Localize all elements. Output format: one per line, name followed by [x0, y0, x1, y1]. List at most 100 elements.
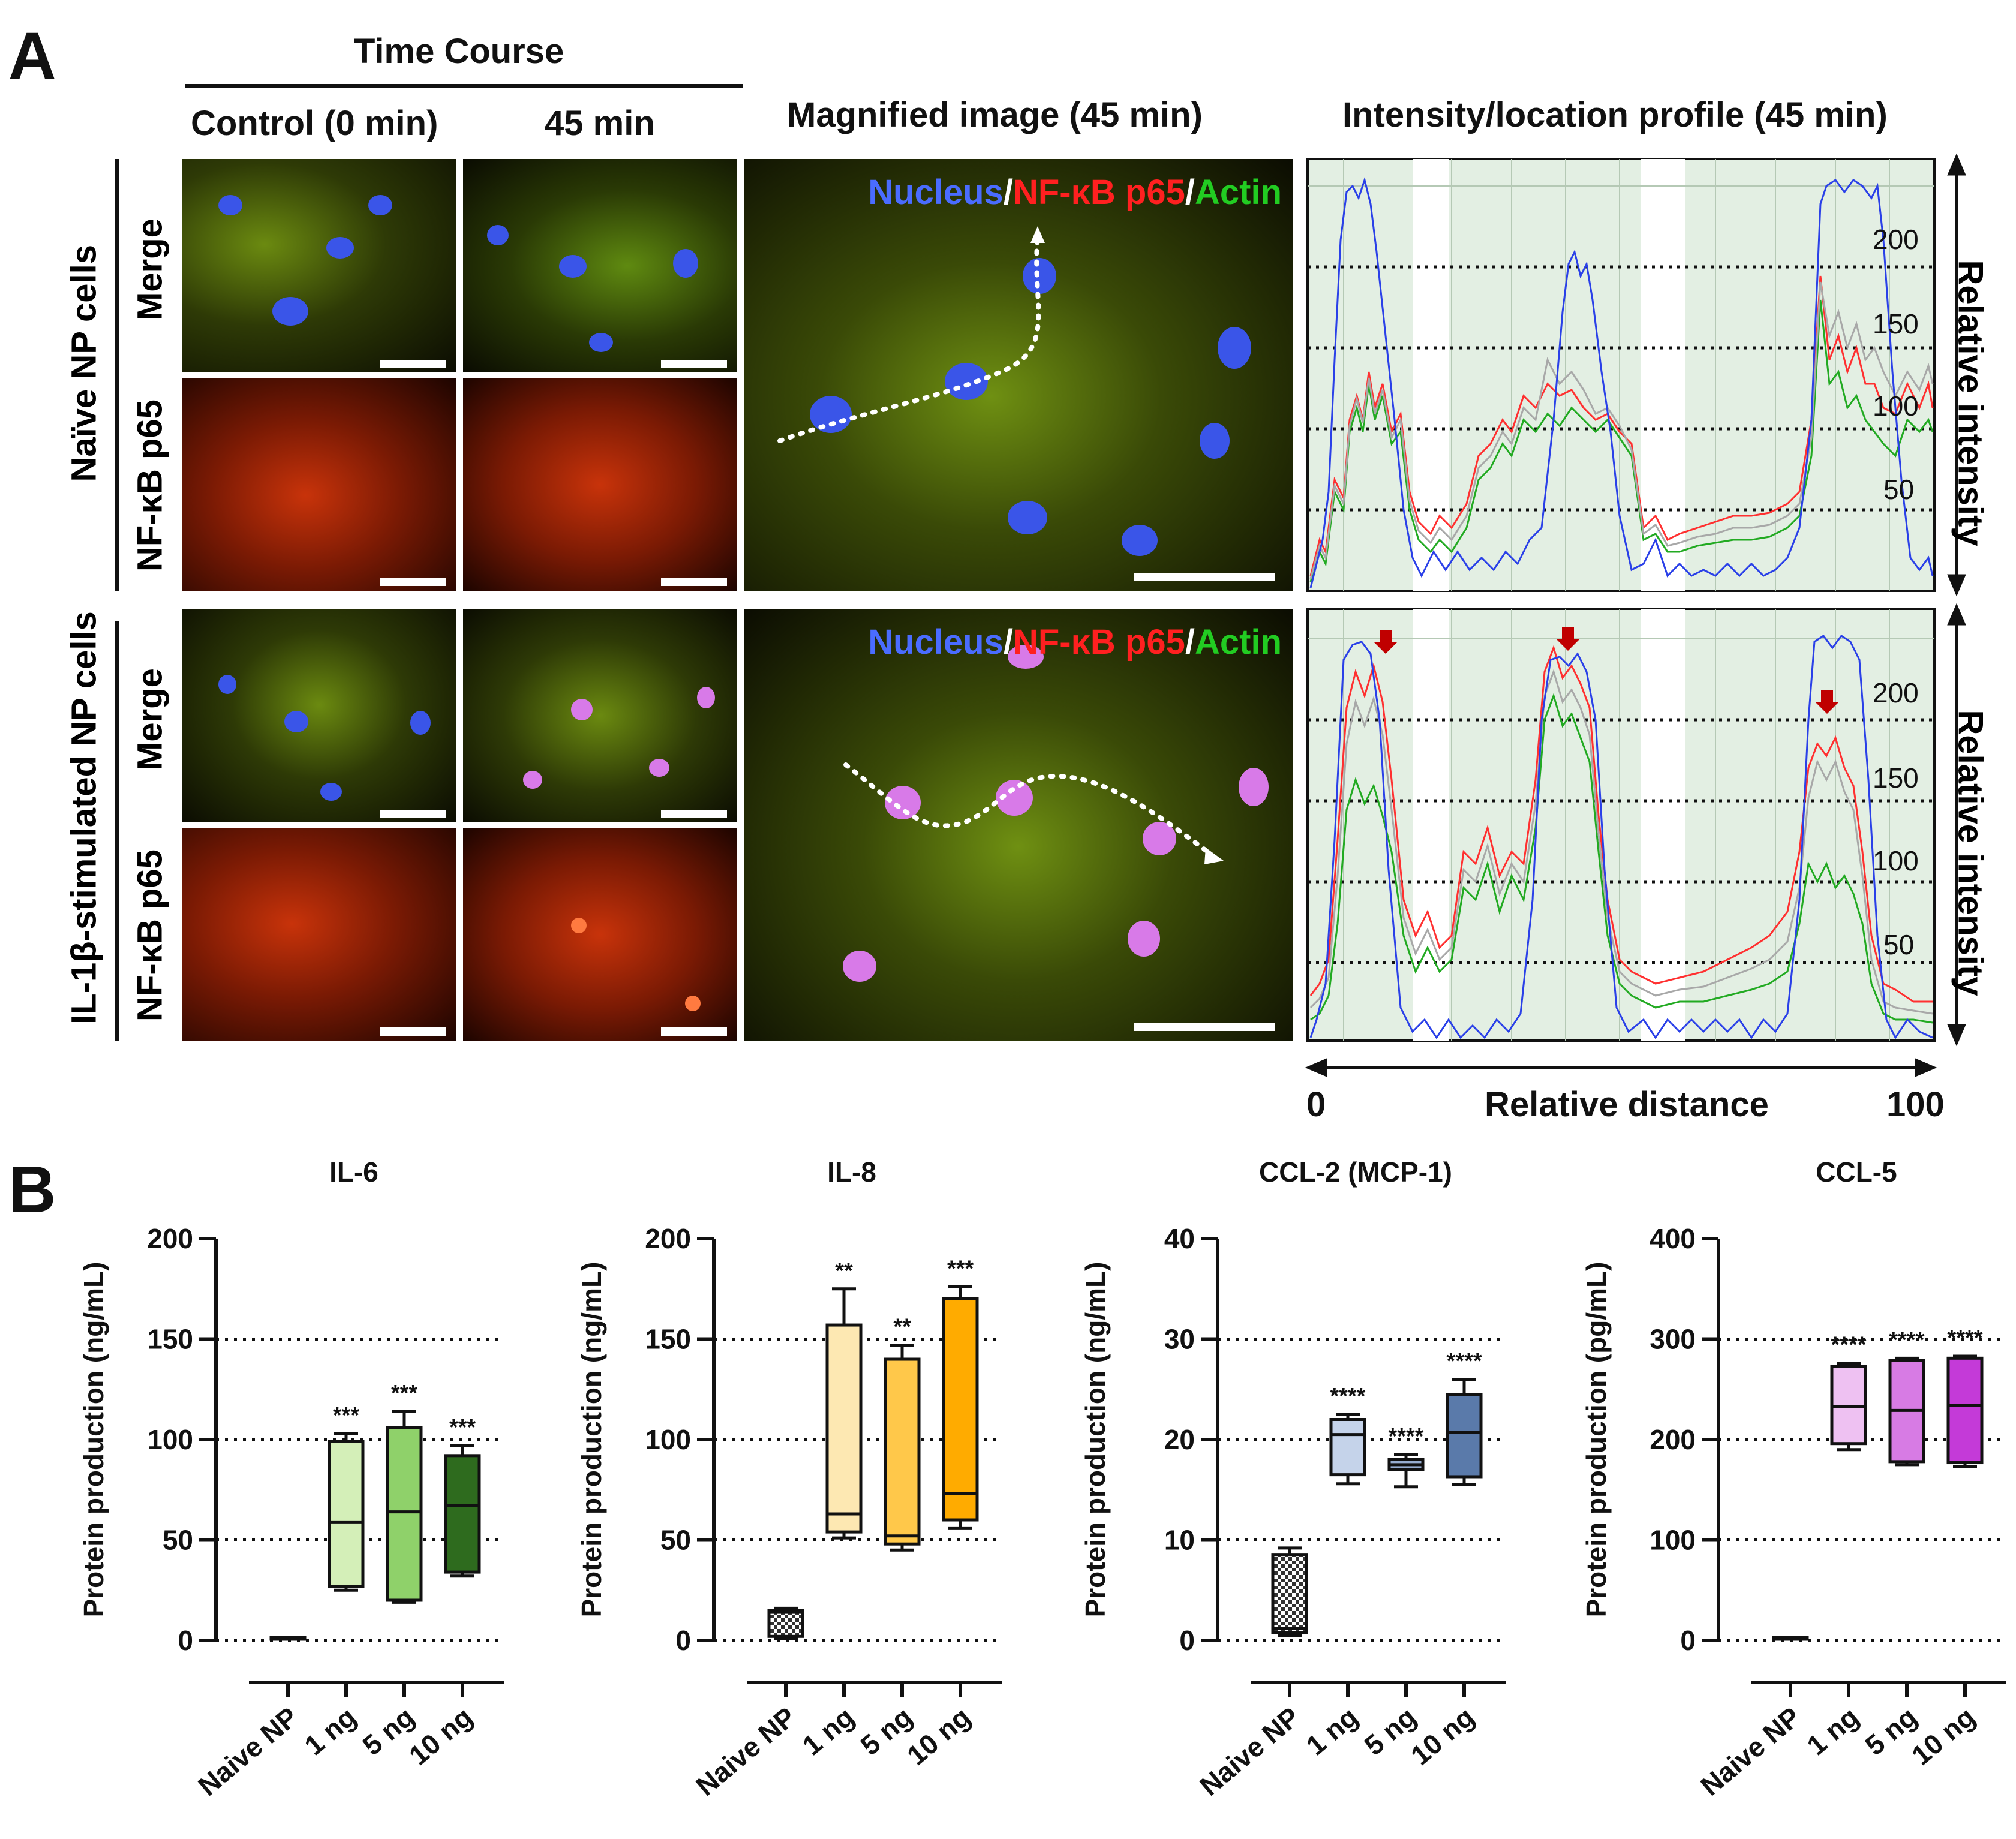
chart-ylabel: Protein production (ng/mL): [576, 1262, 607, 1618]
x-tick-label: Naive NP: [1694, 1701, 1806, 1802]
y-tick-label: 10: [1164, 1525, 1195, 1556]
nucleus: [1023, 258, 1056, 294]
nucleus: [673, 249, 698, 278]
y-tick-label: 0: [1179, 1625, 1195, 1656]
nucleus: [523, 771, 542, 789]
y-tick-label: 20: [1164, 1424, 1195, 1455]
micrograph-il1b-merge-control: [182, 609, 456, 822]
significance-label: **: [835, 1258, 853, 1284]
profile-x0: 0: [1306, 1085, 1326, 1124]
nucleus: [649, 759, 669, 777]
nucleus: [885, 786, 921, 819]
y-tick-label: 200: [645, 1223, 691, 1254]
scale-bar: [380, 360, 446, 368]
channel-legend: Nucleus/NF-κB p65/Actin: [868, 622, 1282, 662]
nucleus: [410, 711, 431, 735]
profile-path-arrow: [843, 762, 1224, 864]
chart-ylabel: Protein production (ng/mL): [78, 1262, 109, 1618]
scale-bar: [1134, 1023, 1275, 1031]
profile-tick: 150: [1873, 762, 1919, 794]
x-tick-label: 10 ng: [403, 1701, 478, 1771]
box: [825, 1323, 863, 1534]
x-tick-label: 10 ng: [1906, 1701, 1981, 1771]
box: [942, 1297, 979, 1522]
chart-title: IL-6: [329, 1156, 378, 1188]
profile-xlabel: Relative distance: [1485, 1085, 1769, 1124]
profile-ylabel-naive: Relative intensity: [1951, 260, 1990, 546]
channel-legend: Nucleus/NF-κB p65/Actin: [868, 172, 1282, 212]
nucleus: [571, 699, 593, 720]
micrograph-naive-nfkb-45min: [463, 378, 737, 591]
nucleus: [368, 195, 392, 215]
significance-label: **: [893, 1315, 911, 1340]
nucleus: [218, 195, 242, 215]
nucleus: [697, 687, 715, 708]
scale-bar: [661, 810, 727, 818]
legend-nucleus: Nucleus: [868, 623, 1004, 662]
micrograph-il1b-nfkb-control: [182, 828, 456, 1041]
x-tick-label: 1 ng: [1801, 1701, 1865, 1762]
box: [884, 1357, 921, 1546]
y-tick-label: 150: [645, 1324, 691, 1355]
column-header-45min: 45 min: [545, 104, 655, 143]
box: [1271, 1553, 1308, 1634]
y-tick-label: 300: [1650, 1324, 1696, 1355]
x-tick-label: Naive NP: [192, 1701, 304, 1802]
micrograph-il1b-magnified: Nucleus/NF-κB p65/Actin: [744, 609, 1293, 1041]
legend-slash: /: [1003, 623, 1013, 662]
time-course-header: Time Course: [354, 32, 564, 71]
column-header-control: Control (0 min): [191, 104, 438, 143]
legend-slash: /: [1185, 623, 1195, 662]
scale-bar: [1134, 573, 1275, 581]
nucleus: [1008, 645, 1044, 669]
nucleus: [589, 333, 613, 352]
box: [1446, 1393, 1483, 1479]
profile-il1b: [1306, 608, 1936, 1042]
profile-tick: 200: [1873, 677, 1919, 708]
y-tick-label: 200: [147, 1223, 193, 1254]
micrograph-naive-magnified: Nucleus/NF-κB p65/Actin: [744, 159, 1293, 591]
y-tick-label: 50: [660, 1525, 691, 1556]
significance-label: ****: [1947, 1326, 1982, 1351]
y-tick-label: 400: [1650, 1223, 1696, 1254]
profile-ylabel-il1b: Relative intensity: [1951, 710, 1990, 996]
profile-tick: 150: [1873, 308, 1919, 339]
chart-title: CCL-2 (MCP-1): [1259, 1156, 1452, 1188]
box: [767, 1609, 804, 1638]
scale-bar: [380, 810, 446, 818]
scale-bar: [661, 1027, 727, 1036]
x-tick-label: 10 ng: [1405, 1701, 1480, 1771]
significance-label: ****: [1889, 1327, 1924, 1353]
chart-title: IL-8: [827, 1156, 876, 1188]
nucleus: [326, 237, 354, 259]
x-tick-label: 10 ng: [901, 1701, 976, 1771]
micrograph-il1b-nfkb-45min: [463, 828, 737, 1041]
profile-tick: 50: [1883, 929, 1915, 960]
nucleus: [272, 297, 308, 326]
nucleus: [810, 396, 852, 433]
significance-label: ***: [391, 1381, 418, 1406]
y-tick-label: 100: [645, 1424, 691, 1455]
profile-path-arrow: [777, 226, 1045, 443]
nucleus: [559, 255, 587, 278]
y-tick-label: 100: [147, 1424, 193, 1455]
nucleus: [1239, 768, 1269, 806]
y-tick-label: 150: [147, 1324, 193, 1355]
scale-bar: [661, 578, 727, 586]
significance-label: ***: [947, 1256, 974, 1281]
x-tick-label: Naive NP: [690, 1701, 801, 1802]
intensity-axis-arrows: [1305, 153, 1966, 1077]
profile-tick: 100: [1873, 845, 1919, 876]
significance-label: ****: [1446, 1349, 1482, 1374]
significance-label: ****: [1388, 1424, 1423, 1449]
y-tick-label: 50: [163, 1525, 193, 1556]
box: [328, 1440, 365, 1588]
micrograph-il1b-merge-45min: [463, 609, 737, 822]
significance-label: ***: [333, 1403, 360, 1428]
legend-slash: /: [1003, 173, 1013, 212]
box: [386, 1426, 423, 1602]
legend-actin: Actin: [1195, 623, 1282, 662]
y-tick-label: 0: [178, 1625, 193, 1656]
scale-bar: [380, 578, 446, 586]
